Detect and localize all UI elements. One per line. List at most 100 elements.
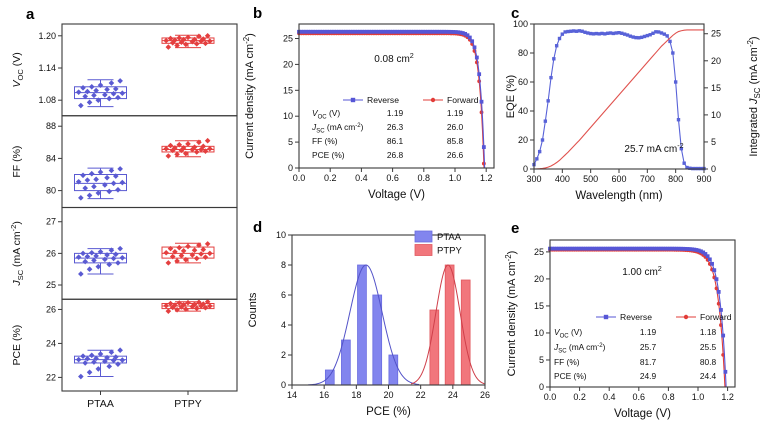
jv-marker-Forward (714, 286, 719, 291)
jv-marker-Reverse (460, 31, 465, 35)
data-point-PTAA (112, 173, 119, 179)
data-point-PTAA (115, 260, 121, 266)
marker-EQE (662, 32, 667, 36)
marker-EQE (651, 31, 655, 35)
data-point-PTPY (174, 151, 180, 158)
y-tick-label: 1.14 (38, 63, 56, 73)
jv-marker-Reverse (667, 246, 672, 251)
jv-marker-Reverse (472, 45, 477, 50)
marker-EQE (603, 32, 607, 36)
marker-EQE (639, 35, 644, 40)
jv-marker-Reverse (439, 29, 444, 34)
category-label: PTAA (87, 398, 114, 410)
data-point-PTPY (189, 252, 196, 258)
data-point-PTPY (198, 251, 204, 257)
x-tick-label: 26 (480, 390, 490, 400)
data-point-PTAA (119, 90, 126, 97)
jv-marker-Reverse (672, 246, 677, 251)
marker-EQE (566, 29, 570, 34)
jv-marker-Reverse (318, 29, 322, 34)
jv-marker-Reverse (446, 29, 451, 34)
jv-marker-Reverse (467, 35, 472, 40)
data-point-PTAA (86, 369, 93, 376)
table-value-reverse: 26.3 (387, 122, 404, 132)
jv-marker-Reverse (322, 29, 327, 34)
category-label: PTPY (174, 398, 201, 410)
legend-label: Reverse (367, 95, 399, 105)
data-point-PTPY (165, 44, 172, 50)
jv-marker-Reverse (313, 29, 318, 34)
y-axis-title: Current density (mA cm-2) (504, 251, 518, 377)
jv-marker-Reverse (444, 29, 449, 34)
data-point-PTPY (200, 36, 207, 42)
data-point-PTAA (86, 99, 93, 106)
data-point-PTAA (78, 373, 84, 380)
data-point-PTAA (93, 176, 99, 183)
data-point-PTAA (115, 94, 121, 101)
data-point-PTAA (97, 169, 104, 175)
panel-b-jv-curve: 0.0 0.2 0.4 0.6 0.8 1.0 1.2 0 5 10 15 20 25 Voltage (… (242, 23, 495, 201)
data-point-PTAA (97, 248, 104, 255)
jv-marker-Reverse (329, 29, 334, 34)
table-value-reverse: 1.19 (387, 108, 404, 118)
jv-marker-Reverse (605, 246, 610, 251)
curve-Integrated-Jsc (533, 29, 704, 170)
legend-label: Forward (700, 312, 732, 322)
jv-marker-Reverse (630, 246, 635, 251)
jv-marker-Reverse (676, 246, 681, 251)
data-point-PTPY (180, 145, 187, 151)
jv-marker-Reverse (341, 29, 346, 34)
jv-marker-Reverse (581, 246, 586, 251)
data-point-PTAA (95, 190, 102, 196)
jv-marker-Reverse (423, 29, 428, 34)
jv-marker-Reverse (648, 246, 652, 251)
marker-EQE (577, 29, 582, 33)
jv-marker-Reverse (572, 246, 577, 251)
jv-marker-Reverse (639, 246, 643, 251)
y-tick-label: 4 (281, 320, 286, 330)
x-tick-label: 400 (555, 174, 570, 184)
y-tick-label: 80 (46, 186, 56, 196)
table-row-label: JSC (mA cm-2) (311, 122, 364, 134)
data-point-PTPY (204, 241, 211, 247)
data-point-PTAA (91, 183, 97, 190)
x-tick-label: 0.4 (603, 392, 616, 402)
jv-marker-Reverse (628, 246, 632, 251)
x-tick-label: 900 (696, 174, 711, 184)
jv-marker-Reverse (357, 29, 362, 34)
x-tick-label: 600 (611, 174, 626, 184)
data-point-PTAA (106, 363, 113, 370)
data-point-PTAA (102, 358, 108, 365)
panel-label-b: b (253, 5, 263, 22)
data-point-PTAA (108, 247, 115, 254)
jv-marker-Reverse (320, 29, 325, 34)
data-point-PTPY (183, 256, 189, 263)
panel-label-a: a (26, 6, 35, 23)
data-point-PTPY (202, 148, 209, 154)
y2-tick-label: 15 (711, 83, 721, 93)
hist-bar-PTAA (372, 294, 383, 386)
data-point-PTAA (117, 245, 123, 252)
data-point-PTAA (91, 257, 97, 264)
y-tick-label: 25 (46, 280, 56, 290)
marker-EQE (574, 29, 579, 33)
x-tick-label: 0.0 (544, 392, 557, 402)
y-axis-title: Counts (247, 292, 259, 327)
jv-marker-Reverse (554, 246, 559, 251)
y-tick-label: 20 (534, 274, 544, 284)
data-point-PTAA (75, 356, 82, 363)
jv-marker-Reverse (479, 99, 484, 104)
jv-marker-Reverse (470, 39, 475, 44)
jv-marker-Reverse (407, 29, 411, 34)
jv-marker-Reverse (599, 246, 603, 251)
jv-marker-Reverse (400, 29, 404, 34)
jv-marker-Reverse (437, 29, 442, 34)
x-axis-title: Voltage (V) (614, 408, 671, 420)
jv-marker-Reverse (369, 29, 374, 34)
x-tick-label: 700 (640, 174, 655, 184)
y-axis-title: EQE (%) (505, 75, 517, 118)
jv-marker-Reverse (306, 29, 311, 34)
jv-marker-Reverse (610, 246, 615, 251)
data-point-PTPY (204, 298, 211, 305)
y-tick-label: 15 (534, 301, 544, 311)
